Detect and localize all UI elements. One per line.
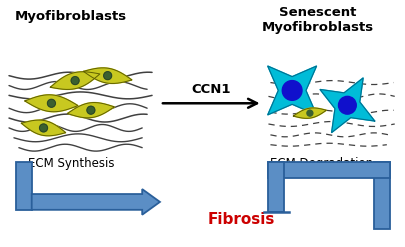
Text: Myofibroblasts: Myofibroblasts	[15, 10, 127, 22]
Bar	[269, 163, 390, 178]
Polygon shape	[68, 103, 114, 118]
Circle shape	[282, 81, 302, 100]
Polygon shape	[21, 120, 66, 136]
Polygon shape	[25, 95, 78, 112]
Bar	[374, 163, 390, 228]
Circle shape	[87, 106, 95, 114]
Text: Fibrosis: Fibrosis	[207, 212, 275, 227]
Text: ECM Degradation: ECM Degradation	[270, 157, 373, 169]
Circle shape	[339, 96, 356, 114]
Polygon shape	[268, 66, 317, 115]
Polygon shape	[50, 72, 100, 89]
Bar	[16, 163, 32, 210]
Bar	[269, 163, 284, 212]
Circle shape	[104, 72, 112, 80]
Text: Senescent
Myofibroblasts: Senescent Myofibroblasts	[262, 6, 374, 34]
Text: ECM Synthesis: ECM Synthesis	[28, 157, 114, 169]
Text: CCN1: CCN1	[192, 83, 231, 96]
Circle shape	[40, 124, 47, 132]
Polygon shape	[320, 78, 375, 133]
FancyArrow shape	[32, 189, 160, 215]
Circle shape	[307, 110, 313, 116]
Polygon shape	[293, 108, 326, 118]
Circle shape	[71, 77, 79, 84]
Circle shape	[47, 99, 55, 107]
Polygon shape	[83, 68, 132, 83]
